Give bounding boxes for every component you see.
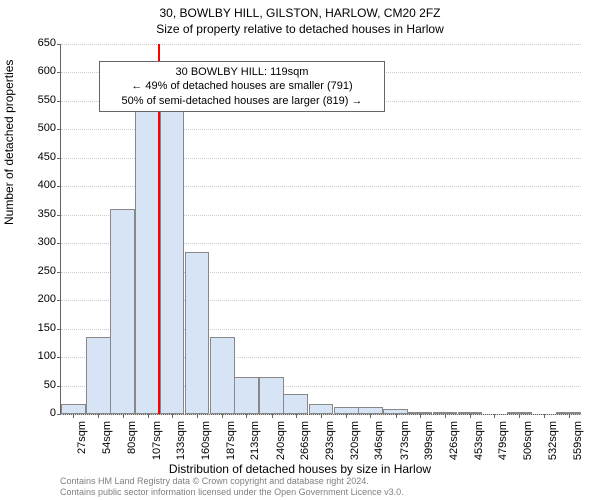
ytick-label: 0 <box>16 407 56 419</box>
ytick-label: 250 <box>16 265 56 277</box>
ytick-mark <box>57 186 61 187</box>
annotation-line2: ← 49% of detached houses are smaller (79… <box>106 79 378 93</box>
xtick-mark <box>222 414 223 418</box>
xtick-mark <box>246 414 247 418</box>
xtick-mark <box>569 414 570 418</box>
ytick-mark <box>57 386 61 387</box>
ytick-mark <box>57 129 61 130</box>
xtick-mark <box>420 414 421 418</box>
ytick-mark <box>57 272 61 273</box>
xtick-mark <box>197 414 198 418</box>
xtick-mark <box>470 414 471 418</box>
xtick-mark <box>123 414 124 418</box>
xtick-mark <box>544 414 545 418</box>
histogram-bar <box>283 394 308 414</box>
annotation-line1: 30 BOWLBY HILL: 119sqm <box>106 65 378 79</box>
ytick-mark <box>57 158 61 159</box>
histogram-bar <box>259 377 284 414</box>
gridline <box>61 44 581 45</box>
histogram-bar <box>234 377 259 414</box>
histogram-bar <box>86 337 111 414</box>
xtick-mark <box>494 414 495 418</box>
ytick-mark <box>57 215 61 216</box>
ytick-label: 150 <box>16 322 56 334</box>
ytick-mark <box>57 414 61 415</box>
ytick-label: 400 <box>16 179 56 191</box>
ytick-label: 350 <box>16 208 56 220</box>
ytick-mark <box>57 101 61 102</box>
footer-line2: Contains public sector information licen… <box>60 487 404 498</box>
plot-area: 30 BOWLBY HILL: 119sqm← 49% of detached … <box>60 44 581 415</box>
ytick-mark <box>57 44 61 45</box>
ytick-label: 100 <box>16 350 56 362</box>
annotation-line3: 50% of semi-detached houses are larger (… <box>106 94 378 108</box>
histogram-bar <box>309 404 334 414</box>
x-axis-label: Distribution of detached houses by size … <box>0 462 600 476</box>
xtick-mark <box>445 414 446 418</box>
ytick-label: 300 <box>16 236 56 248</box>
xtick-mark <box>172 414 173 418</box>
xtick-mark <box>98 414 99 418</box>
chart-title-sub: Size of property relative to detached ho… <box>0 22 600 36</box>
ytick-mark <box>57 243 61 244</box>
y-axis-label: Number of detached properties <box>2 60 16 225</box>
histogram-bar <box>185 252 210 414</box>
ytick-mark <box>57 357 61 358</box>
xtick-mark <box>73 414 74 418</box>
histogram-bar <box>358 407 383 414</box>
ytick-label: 500 <box>16 122 56 134</box>
histogram-bar <box>160 109 185 414</box>
xtick-mark <box>272 414 273 418</box>
chart-title-main: 30, BOWLBY HILL, GILSTON, HARLOW, CM20 2… <box>0 6 600 20</box>
xtick-mark <box>148 414 149 418</box>
chart-container: 30, BOWLBY HILL, GILSTON, HARLOW, CM20 2… <box>0 0 600 500</box>
ytick-mark <box>57 300 61 301</box>
histogram-bar <box>135 109 160 414</box>
ytick-label: 650 <box>16 37 56 49</box>
ytick-mark <box>57 72 61 73</box>
histogram-bar <box>334 407 359 414</box>
ytick-label: 450 <box>16 151 56 163</box>
histogram-bar <box>110 209 135 414</box>
xtick-mark <box>321 414 322 418</box>
ytick-label: 550 <box>16 94 56 106</box>
histogram-bar <box>210 337 235 414</box>
xtick-mark <box>396 414 397 418</box>
xtick-mark <box>370 414 371 418</box>
xtick-mark <box>519 414 520 418</box>
footer-attribution: Contains HM Land Registry data © Crown c… <box>60 476 404 498</box>
xtick-mark <box>346 414 347 418</box>
xtick-mark <box>296 414 297 418</box>
footer-line1: Contains HM Land Registry data © Crown c… <box>60 476 404 487</box>
ytick-mark <box>57 329 61 330</box>
annotation-box: 30 BOWLBY HILL: 119sqm← 49% of detached … <box>99 61 385 112</box>
ytick-label: 50 <box>16 379 56 391</box>
ytick-label: 600 <box>16 65 56 77</box>
histogram-bar <box>61 404 86 414</box>
ytick-label: 200 <box>16 293 56 305</box>
